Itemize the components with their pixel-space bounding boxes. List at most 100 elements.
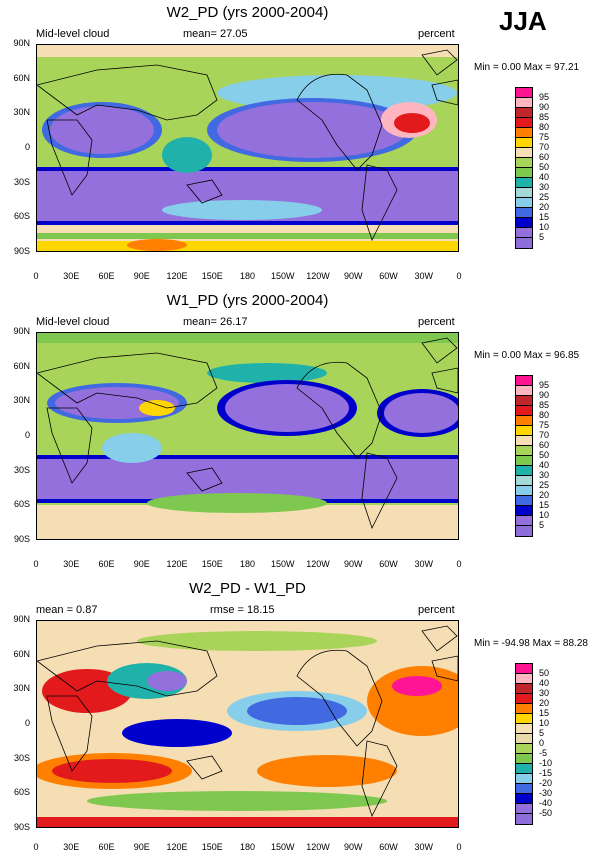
field-contour	[127, 239, 187, 251]
x-tick-label: 30W	[414, 842, 433, 852]
x-tick-label: 90W	[343, 842, 363, 852]
colorbar-swatch	[516, 466, 532, 476]
field-contour	[394, 113, 430, 133]
colorbar-swatch	[516, 416, 532, 426]
coastline	[46, 119, 93, 196]
field-contour	[207, 363, 327, 383]
colorbar-level-label: -10	[539, 758, 553, 768]
x-tick-label: 0	[456, 842, 462, 852]
coastline	[296, 73, 383, 171]
field-contour	[37, 241, 458, 251]
x-tick-label: 90E	[133, 559, 150, 569]
colorbar-level-label: 5	[539, 232, 545, 242]
x-tick-label: 30W	[414, 559, 433, 569]
mean-label: mean= 27.05	[183, 28, 248, 40]
colorbar-level-label: 70	[539, 142, 550, 152]
variable-label: Mid-level cloud	[36, 316, 110, 328]
colorbar-level-label: 5	[539, 520, 545, 530]
colorbar-level-label: 20	[539, 202, 550, 212]
colorbar-swatch	[516, 774, 532, 784]
colorbar-level-label: 60	[539, 440, 550, 450]
field-contour	[257, 755, 397, 787]
colorbar-level-label: 15	[539, 708, 550, 718]
colorbar-level-label: 50	[539, 668, 550, 678]
x-tick-label: 150E	[201, 559, 223, 569]
colorbar-level-label: 75	[539, 420, 550, 430]
panel-title: W2_PD - W1_PD	[189, 580, 306, 597]
colorbar-swatch	[516, 138, 532, 148]
field-contour	[37, 45, 458, 57]
colorbar-swatch	[516, 88, 532, 98]
colorbar-swatch	[516, 456, 532, 466]
colorbar-swatch	[516, 446, 532, 456]
x-tick-label: 0	[33, 559, 39, 569]
colorbar-swatch	[516, 506, 532, 516]
x-tick-label: 30E	[63, 559, 80, 569]
coastline	[431, 655, 458, 682]
colorbar-swatch	[516, 526, 532, 536]
colorbar-swatch	[516, 396, 532, 406]
x-tick-label: 180	[239, 842, 256, 852]
field-contour	[217, 102, 407, 158]
colorbar-level-label: -20	[539, 778, 553, 788]
coastline	[361, 740, 398, 818]
colorbar-level-label: -40	[539, 798, 553, 808]
coastline	[186, 179, 223, 204]
colorbar	[515, 375, 533, 537]
x-tick-label: 60W	[379, 842, 398, 852]
x-tick-label: 60W	[379, 271, 398, 281]
colorbar-swatch	[516, 784, 532, 794]
coastline	[296, 361, 383, 459]
y-tick-label: 90S	[13, 534, 30, 544]
field-contour	[37, 459, 458, 499]
colorbar-swatch	[516, 118, 532, 128]
x-tick-label: 60E	[98, 559, 115, 569]
x-tick-label: 30W	[414, 271, 433, 281]
y-tick-label: 60N	[13, 648, 30, 659]
colorbar-level-label: 85	[539, 400, 550, 410]
x-tick-label: 0	[456, 271, 462, 281]
colorbar-level-label: 80	[539, 122, 550, 132]
colorbar-level-label: 90	[539, 390, 550, 400]
colorbar-swatch	[516, 376, 532, 386]
colorbar-swatch	[516, 198, 532, 208]
y-tick-label: 0	[24, 718, 30, 728]
variable-label: Mid-level cloud	[36, 28, 110, 40]
panel-difference: W2_PD - W1_PD mean = 0.87 rmse = 18.15 p…	[0, 576, 600, 860]
y-tick-label: 30S	[13, 176, 30, 187]
colorbar-level-label: 25	[539, 192, 550, 202]
colorbar-level-label: -50	[539, 808, 553, 818]
colorbar-swatch	[516, 714, 532, 724]
colorbar-level-label: 10	[539, 510, 550, 520]
colorbar-swatch	[516, 664, 532, 674]
colorbar-level-label: -5	[539, 748, 548, 758]
coastline	[431, 367, 458, 394]
field-contour	[102, 433, 162, 463]
mean-label: mean = 0.87	[36, 604, 98, 616]
field-contour	[247, 697, 347, 725]
coastline	[421, 49, 458, 76]
x-tick-label: 30E	[63, 842, 80, 852]
coastline	[46, 695, 93, 772]
y-tick-label: 90N	[13, 326, 30, 336]
x-tick-label: 120W	[306, 559, 330, 569]
colorbar-level-label: 40	[539, 460, 550, 470]
x-tick-label: 60W	[379, 559, 398, 569]
units-label: percent	[418, 604, 455, 616]
field-contour	[50, 106, 154, 154]
x-tick-label: 120W	[306, 842, 330, 852]
coastline	[37, 352, 218, 409]
colorbar-level-label: 90	[539, 102, 550, 112]
colorbar-swatch	[516, 178, 532, 188]
colorbar-level-label: 95	[539, 92, 550, 102]
field-contour	[137, 631, 377, 651]
colorbar-level-label: 40	[539, 678, 550, 688]
x-tick-label: 90W	[343, 271, 363, 281]
colorbar-swatch	[516, 744, 532, 754]
colorbar-swatch	[516, 734, 532, 744]
rmse-label: rmse = 18.15	[210, 604, 275, 616]
x-tick-label: 90W	[343, 559, 363, 569]
colorbar-level-label: 30	[539, 182, 550, 192]
y-tick-label: 30S	[13, 464, 30, 475]
colorbar-swatch	[516, 476, 532, 486]
